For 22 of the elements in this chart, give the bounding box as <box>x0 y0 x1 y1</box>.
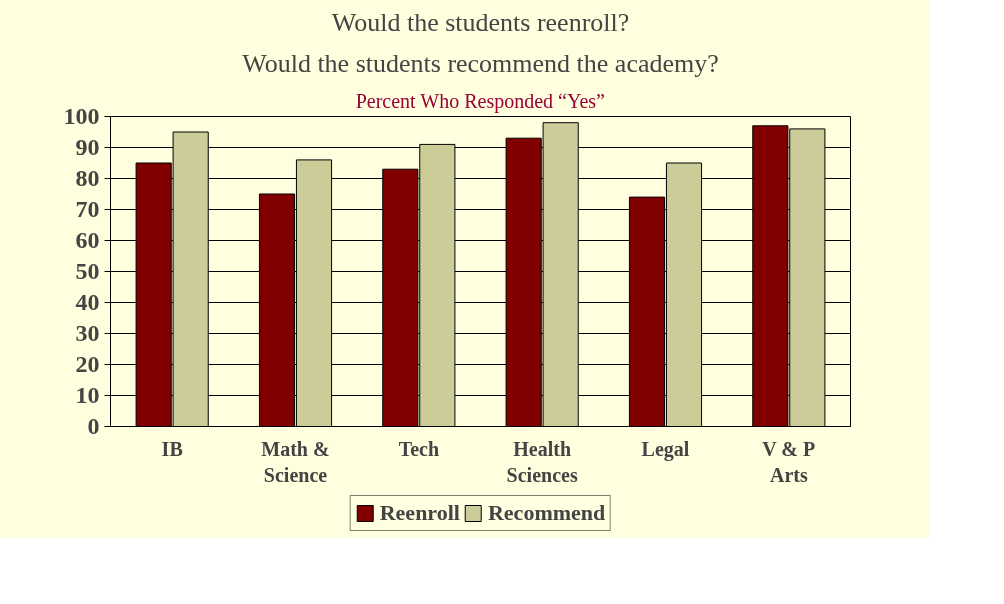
text: Percent Who Responded “Yes” <box>355 89 605 113</box>
x-tick-label: Math & Science <box>261 437 330 486</box>
y-tick-label: 0 <box>87 413 100 439</box>
y-tick-label: 90 <box>75 134 100 160</box>
chart-subtitle: Would the students recommend the academy? <box>242 48 719 78</box>
y-tick-label: 80 <box>75 165 100 191</box>
y-tick-label: 100 <box>63 103 100 129</box>
x-tick-label: Health Sciences <box>506 437 578 486</box>
x-tick-label: Legal <box>641 437 690 461</box>
y-tick-label: 20 <box>75 351 100 377</box>
y-tick-label: 40 <box>75 289 100 315</box>
y-tick-label: 60 <box>75 227 100 253</box>
x-tick-label: IB <box>161 437 183 460</box>
legend-label: Reenroll <box>379 500 460 526</box>
legend-label: Recommend <box>487 500 606 526</box>
x-tick-label: Tech <box>398 437 440 460</box>
y-tick-label: 30 <box>75 320 100 346</box>
x-tick-label: V & P Arts <box>762 437 816 486</box>
chart-title: Would the students reenroll? <box>331 7 630 37</box>
y-tick-label: 50 <box>75 258 100 284</box>
y-tick-label: 10 <box>75 382 100 408</box>
y-tick-label: 70 <box>75 196 100 222</box>
